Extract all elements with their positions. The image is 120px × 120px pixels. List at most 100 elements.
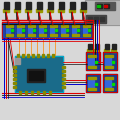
Bar [15,2,19,9]
Bar [62,82,65,84]
Bar [72,28,76,33]
Bar [95,44,99,49]
Bar [13,74,16,76]
Bar [6,25,13,27]
Bar [44,29,46,31]
Bar [43,91,45,94]
Bar [94,17,98,21]
Bar [86,74,100,92]
Bar [13,78,16,80]
Bar [86,74,100,92]
Bar [77,29,79,31]
Bar [58,9,64,12]
Bar [6,34,13,36]
Bar [62,78,65,80]
Bar [25,9,31,12]
Bar [5,24,14,36]
Bar [61,28,65,33]
Bar [105,88,113,90]
Bar [29,71,43,80]
Bar [105,77,113,79]
Bar [87,49,92,52]
Bar [48,2,53,9]
Bar [88,58,94,65]
Bar [85,0,120,25]
Bar [28,28,32,33]
Bar [22,54,24,57]
Bar [95,83,97,85]
Bar [3,23,91,37]
Bar [105,80,111,87]
Bar [81,2,85,9]
Bar [47,9,53,12]
Bar [72,34,79,36]
Bar [13,70,16,72]
Bar [17,28,21,33]
Bar [105,55,113,57]
Bar [22,29,24,31]
Bar [25,91,27,94]
Bar [60,24,69,36]
Bar [62,74,65,76]
Bar [27,69,45,82]
Bar [86,52,100,70]
Bar [49,24,58,36]
Bar [52,54,54,57]
Bar [105,66,113,68]
Bar [69,2,75,9]
Bar [50,25,57,27]
Bar [17,25,24,27]
Bar [103,74,117,92]
Bar [42,54,44,57]
Bar [104,5,107,7]
Bar [39,25,46,27]
Bar [103,74,117,92]
Bar [112,83,114,85]
Bar [33,29,35,31]
Bar [83,25,90,27]
Bar [62,86,65,88]
Bar [16,24,25,36]
Bar [25,2,30,9]
Bar [3,9,9,12]
Bar [62,70,65,72]
Bar [94,49,99,52]
Bar [17,34,24,36]
Bar [13,82,16,84]
Bar [27,24,36,36]
Bar [59,2,63,9]
Bar [39,34,46,36]
Bar [38,24,47,36]
Bar [111,49,116,52]
Bar [36,2,42,9]
Bar [50,34,57,36]
Bar [61,25,68,27]
Bar [71,24,80,36]
Bar [97,4,102,8]
Bar [28,34,35,36]
Bar [17,54,19,57]
Bar [105,44,108,49]
Bar [36,9,42,12]
Bar [97,5,100,7]
Bar [103,52,117,70]
Bar [13,86,16,88]
Bar [39,28,43,33]
Bar [28,25,35,27]
Bar [88,29,90,31]
Bar [66,29,68,31]
Bar [49,91,51,94]
Bar [47,54,49,57]
Bar [19,91,21,94]
Bar [80,9,86,12]
Bar [111,44,115,49]
Bar [104,49,109,52]
Bar [83,34,90,36]
Bar [15,56,63,92]
Bar [31,91,33,94]
Bar [88,17,92,21]
Bar [61,34,68,36]
Bar [13,66,16,68]
Bar [32,54,34,57]
Bar [37,91,39,94]
